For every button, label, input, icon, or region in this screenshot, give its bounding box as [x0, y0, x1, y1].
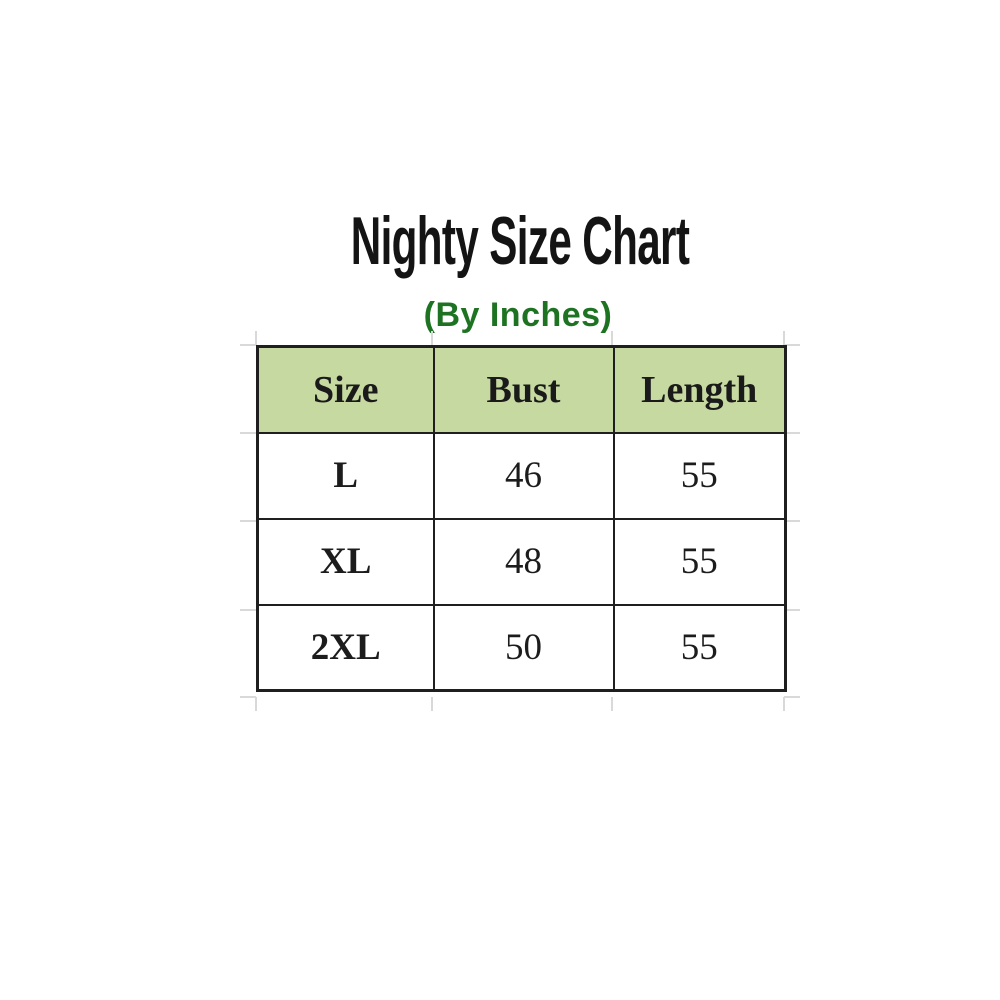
table-row: L 46 55	[256, 431, 787, 520]
length-cell: 55	[612, 603, 787, 692]
table-header-row: Size Bust Length	[256, 345, 787, 434]
column-header-length: Length	[612, 345, 787, 434]
table-row: XL 48 55	[256, 517, 787, 606]
length-cell: 55	[612, 517, 787, 606]
bust-cell: 48	[432, 517, 615, 606]
column-header-bust: Bust	[432, 345, 615, 434]
size-cell: 2XL	[256, 603, 435, 692]
bust-cell: 50	[432, 603, 615, 692]
bust-cell: 46	[432, 431, 615, 520]
size-cell: XL	[256, 517, 435, 606]
size-chart-table: Size Bust Length L 46 55 XL 48 55 2XL 50…	[256, 345, 787, 692]
table-row: 2XL 50 55	[256, 603, 787, 692]
size-cell: L	[256, 431, 435, 520]
column-header-size: Size	[256, 345, 435, 434]
page-title: Nighty Size Chart	[350, 203, 690, 279]
page-subtitle: (By Inches)	[423, 296, 613, 334]
length-cell: 55	[612, 431, 787, 520]
